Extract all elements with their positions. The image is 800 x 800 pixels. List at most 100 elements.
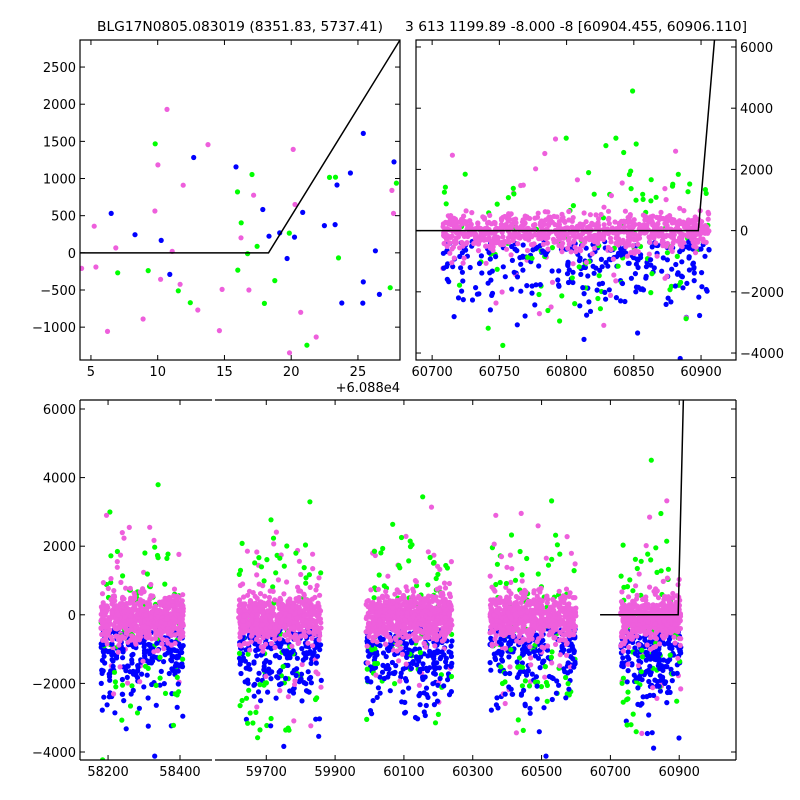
data-point (267, 614, 273, 620)
data-point (520, 242, 526, 248)
data-point (233, 164, 239, 170)
data-point (483, 260, 489, 266)
data-point (254, 636, 260, 642)
data-point (162, 652, 168, 658)
data-point (241, 594, 247, 600)
data-point (290, 686, 296, 693)
data-point (557, 394, 562, 399)
data-point (360, 279, 366, 285)
data-point (396, 632, 402, 638)
data-point (430, 681, 436, 687)
data-point (440, 625, 446, 631)
data-point (545, 614, 552, 620)
x-offset-label: +6.088e4 (336, 381, 400, 396)
data-point (700, 236, 706, 242)
data-point (613, 135, 619, 141)
data-point (339, 300, 345, 306)
data-point (170, 722, 177, 728)
data-point (630, 255, 637, 261)
data-point (686, 267, 693, 273)
data-point (245, 251, 251, 257)
data-point (242, 607, 248, 613)
data-point (669, 248, 675, 254)
data-point (649, 244, 655, 250)
data-point (503, 246, 510, 252)
data-point (305, 650, 311, 657)
data-point (266, 594, 272, 601)
data-point (531, 649, 537, 655)
data-point (393, 180, 399, 186)
data-point (262, 680, 268, 686)
data-point (314, 653, 321, 659)
data-point (298, 309, 304, 315)
data-point (443, 201, 449, 207)
data-point (137, 679, 143, 685)
data-point (539, 598, 546, 604)
data-point (461, 255, 467, 261)
data-point (478, 253, 484, 259)
data-point (467, 229, 473, 235)
data-point (440, 250, 446, 256)
data-point (530, 222, 537, 228)
data-point (548, 654, 555, 661)
data-point (130, 687, 136, 694)
data-point (601, 322, 607, 328)
data-point (285, 694, 291, 700)
data-point (413, 637, 419, 643)
data-point (412, 578, 418, 584)
data-point (237, 634, 243, 640)
data-point (621, 149, 627, 156)
data-point (603, 143, 609, 149)
data-point (306, 676, 312, 682)
data-point (125, 663, 131, 669)
data-point (316, 637, 322, 643)
data-point (446, 692, 453, 698)
data-point (265, 608, 271, 615)
data-point (301, 629, 307, 636)
bottom-seg0-points (98, 482, 186, 760)
data-point (426, 619, 432, 625)
data-point (104, 607, 110, 613)
data-point (403, 584, 409, 590)
data-point (174, 648, 180, 654)
data-point (257, 727, 263, 733)
data-point (282, 632, 288, 639)
data-point (298, 633, 304, 639)
data-point (553, 690, 560, 696)
data-point (367, 708, 374, 714)
data-point (546, 632, 552, 638)
data-point (669, 266, 675, 272)
data-point (648, 177, 654, 183)
data-point (534, 214, 541, 220)
data-point (442, 585, 449, 591)
data-point (566, 593, 572, 600)
data-point (527, 232, 534, 238)
data-point (152, 141, 158, 147)
data-point (473, 285, 479, 291)
data-point (490, 629, 497, 635)
data-point (252, 560, 258, 566)
top-right-ytick-label: 0 (740, 225, 748, 240)
data-point (307, 599, 313, 605)
data-point (157, 654, 163, 661)
data-point (410, 593, 416, 599)
top-left-xtick-label: 10 (149, 365, 166, 380)
data-point (511, 217, 517, 223)
data-point (598, 211, 604, 218)
data-point (626, 239, 632, 245)
data-point (318, 570, 324, 576)
data-point (622, 298, 628, 305)
data-point (606, 287, 612, 293)
data-point (420, 494, 426, 500)
top-right-ytick-label: 6000 (740, 41, 773, 56)
data-point (292, 611, 298, 617)
data-point (125, 639, 131, 645)
data-point (654, 253, 660, 259)
data-point (312, 604, 318, 610)
data-point (366, 634, 372, 640)
data-point (420, 617, 426, 623)
data-point (520, 727, 526, 734)
data-point (460, 297, 466, 303)
data-point (313, 619, 319, 626)
